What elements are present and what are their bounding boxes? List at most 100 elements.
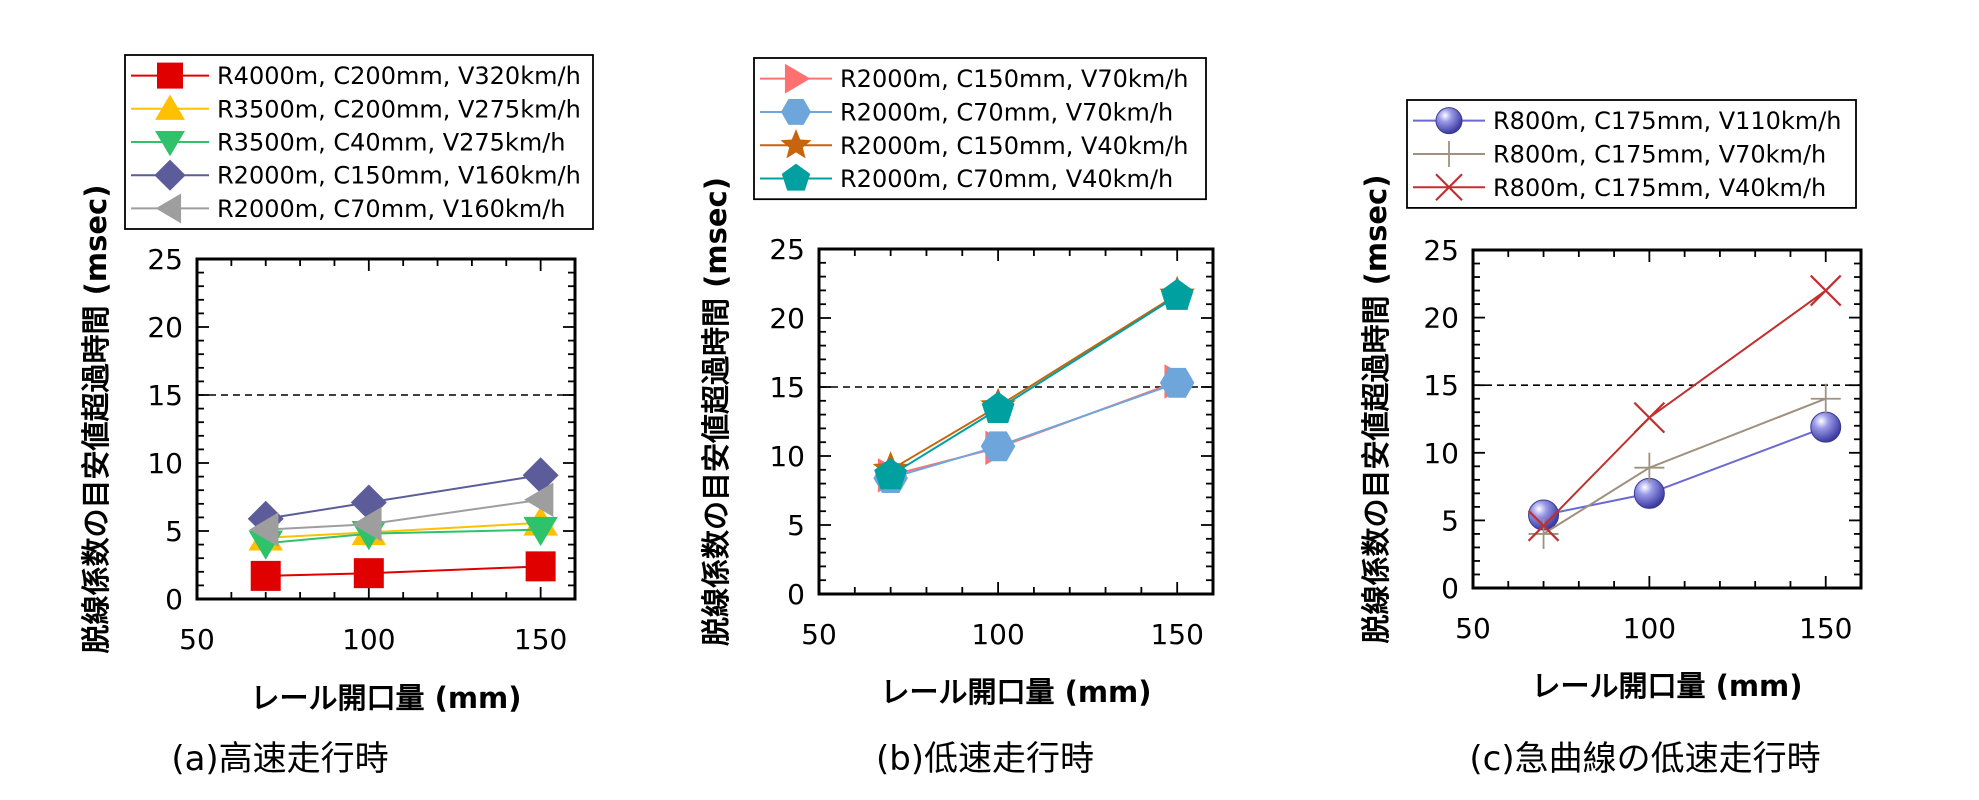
- series-line: [265, 565, 541, 577]
- legend-marker: [155, 94, 185, 120]
- data-point: [874, 458, 907, 490]
- legend-marker: [157, 62, 183, 89]
- series-4: [247, 457, 559, 537]
- y-tick-label: 25: [147, 243, 183, 276]
- data-point: [523, 516, 558, 547]
- y-tick-label: 15: [769, 371, 805, 404]
- data-point: [250, 560, 281, 591]
- series-1: [1528, 411, 1842, 531]
- data-point: [524, 482, 554, 517]
- series-line: [265, 474, 541, 520]
- y-tick-label: 20: [769, 302, 805, 335]
- legend-label: R2000m, C150mm, V70km/h: [840, 65, 1189, 93]
- series-line: [890, 295, 1178, 477]
- data-point: [1160, 278, 1194, 310]
- axis-ticks: [818, 248, 1214, 595]
- plot-frame: [1471, 248, 1863, 590]
- x-tick-label: 50: [179, 623, 215, 656]
- caption-c: (c)急曲線の低速走行時: [1469, 739, 1820, 779]
- legend-marker: [1435, 107, 1463, 135]
- data-point: [353, 558, 384, 589]
- caption-b: (b)低速走行時: [876, 739, 1094, 779]
- data-point: [1810, 383, 1841, 414]
- data-point: [980, 431, 1016, 462]
- series-line: [890, 380, 1178, 477]
- x-tick-label: 50: [1455, 612, 1491, 645]
- data-point: [1633, 477, 1665, 509]
- data-point: [1527, 510, 1560, 542]
- series-3: [872, 275, 1195, 485]
- series-2: [1528, 383, 1841, 549]
- x-axis-title: レール開口量 (mm): [1531, 669, 1802, 703]
- legend-label: R800m, C175mm, V40km/h: [1493, 174, 1826, 202]
- legend-marker: [154, 159, 186, 191]
- y-axis-title: 脱線係数の目安値超過時間 (msec): [79, 185, 113, 654]
- legend: R4000m, C200mm, V320km/h R3500m, C200mm, …: [124, 54, 594, 230]
- legend-label: R2000m, C70mm, V160km/h: [217, 195, 566, 223]
- series-line: [1542, 289, 1827, 527]
- y-tick-label: 25: [1423, 234, 1459, 267]
- x-axis-title: レール開口量 (mm): [880, 675, 1151, 709]
- legend-label: R2000m, C150mm, V160km/h: [217, 162, 581, 190]
- legend-marker: [784, 63, 811, 94]
- y-tick-label: 0: [787, 578, 805, 611]
- x-tick-label: 100: [1623, 612, 1676, 645]
- legend-label: R4000m, C200mm, V320km/h: [217, 62, 581, 90]
- y-tick-label: 10: [1423, 437, 1459, 470]
- data-point: [981, 391, 1015, 423]
- y-tick-label: 0: [1441, 572, 1459, 605]
- legend-label: R2000m, C70mm, V70km/h: [840, 98, 1173, 126]
- series-line: [890, 293, 1178, 471]
- data-point: [1633, 401, 1666, 434]
- y-axis-title: 脱線係数の目安値超過時間 (msec): [699, 177, 733, 646]
- chart-panel-a: 0 5 10 15 20 25 50 100 150 レール開口量 (mm) 脱線係数の目安値超過時…: [79, 54, 594, 715]
- x-tick-label: 150: [514, 623, 567, 656]
- x-tick-label: 100: [342, 623, 395, 656]
- data-point: [1809, 274, 1842, 307]
- legend-marker: [1435, 173, 1463, 202]
- legend-label: R800m, C175mm, V110km/h: [1493, 107, 1842, 135]
- legend-label: R2000m, C70mm, V40km/h: [840, 165, 1173, 193]
- legend-marker: [781, 163, 811, 191]
- legend-label: R800m, C175mm, V70km/h: [1493, 140, 1826, 168]
- data-point: [249, 512, 279, 547]
- y-tick-label: 25: [769, 233, 805, 266]
- legend-marker: [781, 99, 811, 125]
- y-axis-title: 脱線係数の目安値超過時間 (msec): [1359, 175, 1393, 644]
- y-tick-label: 10: [769, 440, 805, 473]
- data-point: [1810, 411, 1842, 443]
- legend-marker: [1436, 140, 1462, 167]
- legend-label: R2000m, C150mm, V40km/h: [840, 132, 1189, 160]
- series-line: [1543, 426, 1827, 516]
- data-point: [522, 457, 559, 494]
- legend: R800m, C175mm, V110km/h R800m, C175mm, V7…: [1406, 99, 1857, 209]
- series-3: [1527, 274, 1842, 542]
- caption-a: (a)高速走行時: [171, 739, 388, 779]
- y-tick-label: 15: [147, 379, 183, 412]
- data-point: [525, 551, 556, 582]
- legend-label: R3500m, C40mm, V275km/h: [217, 129, 566, 157]
- y-tick-label: 0: [165, 583, 183, 616]
- y-tick-label: 15: [1423, 369, 1459, 402]
- legend-label: R3500m, C200mm, V275km/h: [217, 95, 581, 123]
- data-point: [1634, 452, 1665, 483]
- chart-panel-c: 0 5 10 15 20 25 50 100 150 レール開口量 (mm) 脱線係数の目安値超過時…: [1359, 99, 1863, 703]
- y-tick-label: 5: [1441, 504, 1459, 537]
- series-5: [249, 482, 554, 547]
- series-1: [250, 551, 556, 591]
- y-tick-label: 20: [1423, 302, 1459, 335]
- chart-panel-b: 0 5 10 15 20 25 50 100 150 レール開口量 (mm) 脱線係数の目安値超過時…: [699, 57, 1215, 709]
- y-tick-label: 10: [147, 447, 183, 480]
- x-tick-label: 100: [971, 618, 1024, 651]
- legend-marker: [155, 193, 182, 224]
- legend-marker: [780, 129, 812, 159]
- y-tick-label: 5: [165, 515, 183, 548]
- x-tick-label: 50: [801, 618, 837, 651]
- data-point: [1528, 518, 1559, 549]
- y-tick-label: 5: [787, 509, 805, 542]
- y-tick-label: 20: [147, 311, 183, 344]
- x-axis-title: レール開口量 (mm): [250, 681, 521, 715]
- plot-frame: [195, 257, 577, 601]
- legend-marker: [155, 130, 185, 157]
